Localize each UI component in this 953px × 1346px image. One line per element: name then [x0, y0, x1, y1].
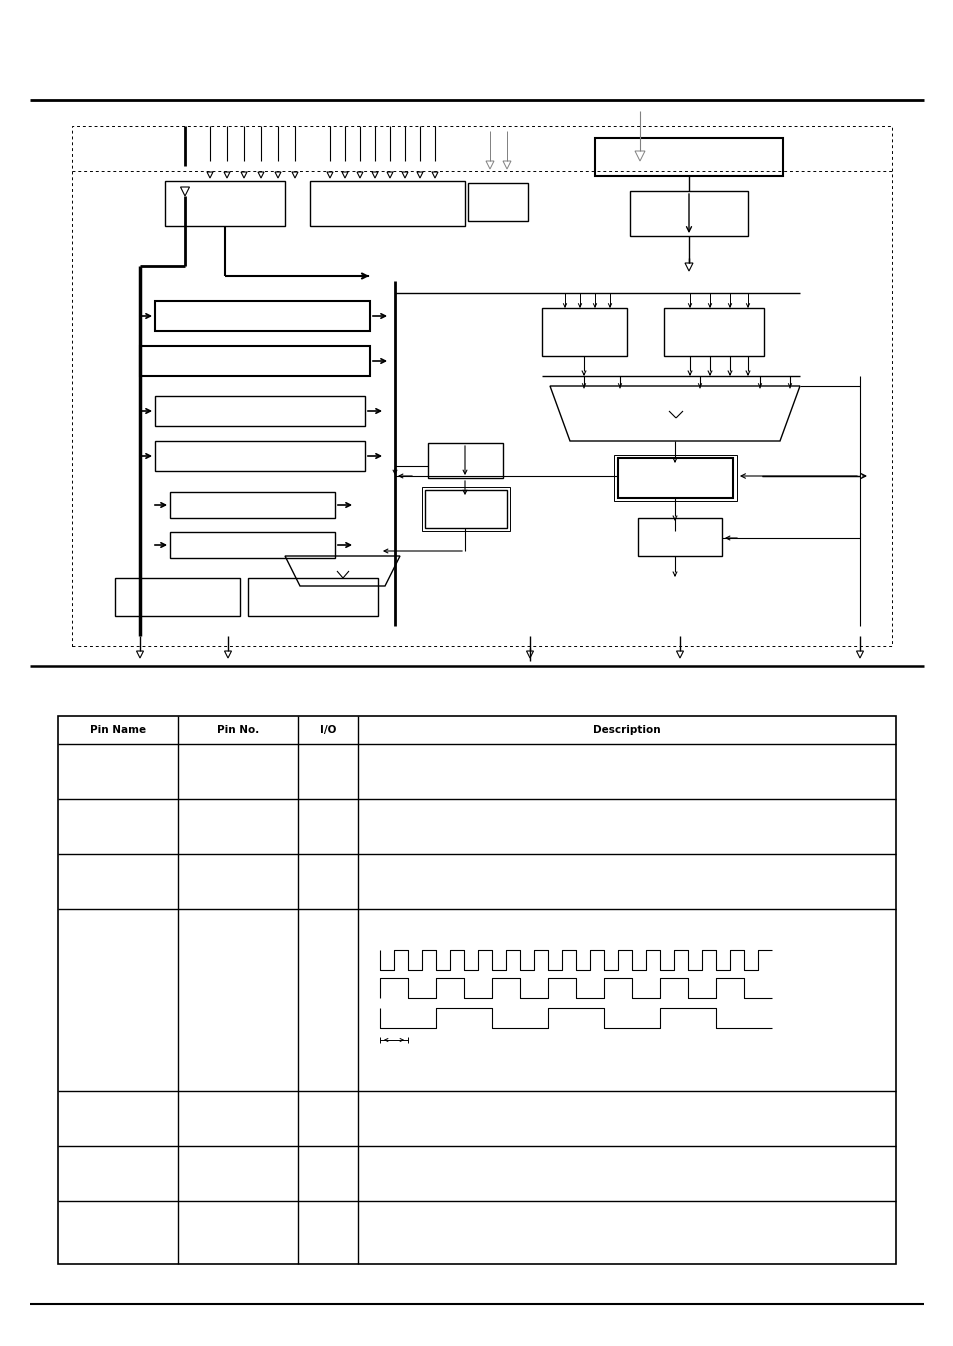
Polygon shape [416, 172, 422, 178]
Polygon shape [502, 162, 511, 170]
Bar [618, 458, 732, 498]
Polygon shape [432, 172, 437, 178]
Polygon shape [372, 172, 377, 178]
Polygon shape [207, 172, 213, 178]
Bar [115, 577, 240, 616]
Polygon shape [257, 172, 264, 178]
Bar [310, 180, 464, 226]
Polygon shape [526, 651, 533, 658]
Bar [424, 490, 506, 528]
Polygon shape [224, 651, 232, 658]
Polygon shape [684, 262, 692, 271]
Polygon shape [341, 172, 348, 178]
Text: Pin Name: Pin Name [90, 725, 146, 735]
Polygon shape [274, 172, 281, 178]
Polygon shape [485, 162, 494, 170]
Bar [421, 487, 510, 532]
Bar [58, 716, 895, 1264]
Bar [629, 191, 747, 236]
Polygon shape [401, 172, 408, 178]
Bar [595, 139, 782, 176]
Polygon shape [180, 187, 190, 197]
Bar [468, 183, 527, 221]
Bar [248, 577, 377, 616]
Bar [170, 493, 335, 518]
Bar [614, 455, 737, 501]
Polygon shape [241, 172, 247, 178]
Polygon shape [136, 651, 143, 658]
Bar [140, 346, 370, 376]
Bar [541, 308, 626, 355]
Polygon shape [356, 172, 363, 178]
Bar [638, 518, 721, 556]
Polygon shape [635, 151, 644, 162]
Text: Pin No.: Pin No. [216, 725, 259, 735]
Polygon shape [856, 651, 862, 658]
Polygon shape [387, 172, 393, 178]
Text: Description: Description [593, 725, 660, 735]
Bar [165, 180, 285, 226]
Bar [71, 127, 891, 646]
Polygon shape [327, 172, 333, 178]
Bar [428, 443, 502, 478]
Text: I/O: I/O [319, 725, 335, 735]
Bar [154, 396, 365, 425]
Bar [154, 441, 365, 471]
Polygon shape [292, 172, 297, 178]
Polygon shape [676, 651, 682, 658]
Bar [663, 308, 763, 355]
Bar [170, 532, 335, 559]
Bar [154, 302, 370, 331]
Polygon shape [224, 172, 230, 178]
